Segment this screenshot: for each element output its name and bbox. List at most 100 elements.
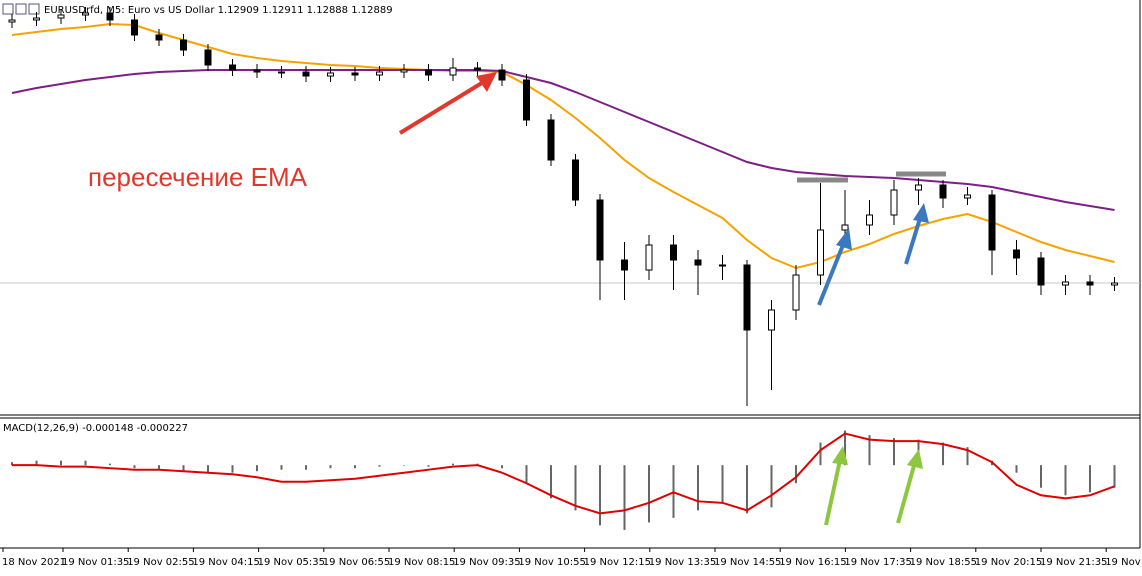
candle-body <box>1086 281 1094 286</box>
macd-bar <box>452 463 454 466</box>
candle-body <box>131 19 138 36</box>
time-label: 19 Nov 04:15 <box>192 557 259 568</box>
macd-bar <box>819 442 822 466</box>
time-label: 19 Nov 16:15 <box>779 557 846 568</box>
macd-bar <box>623 465 626 530</box>
drawings <box>398 72 946 526</box>
candle-body <box>915 184 922 191</box>
candle-body <box>425 69 432 76</box>
candle-body <box>1111 282 1118 286</box>
candle-body <box>204 49 212 66</box>
macd-bar <box>182 465 185 472</box>
candle-body <box>82 12 89 16</box>
time-label: 19 Nov 06:55 <box>323 557 390 568</box>
candle-body <box>743 264 751 331</box>
macd-bar <box>1113 465 1116 488</box>
candle-body <box>596 199 604 261</box>
candle-body <box>572 159 579 201</box>
time-label: 19 Nov 09:35 <box>453 557 520 568</box>
candle-body <box>841 224 849 231</box>
candle-body <box>1037 257 1045 286</box>
icon[interactable] <box>28 3 40 15</box>
time-label: 18 Nov 2021 <box>2 557 66 568</box>
time-label: 19 Nov 18:55 <box>910 557 977 568</box>
macd-bar <box>893 438 895 466</box>
candle-body <box>351 72 359 76</box>
macd-bar <box>158 465 160 470</box>
time-label: 19 Nov 13:35 <box>649 557 716 568</box>
macd-bar <box>1064 465 1067 496</box>
candle-body <box>155 34 163 41</box>
candle-body <box>694 259 702 266</box>
macd-bar <box>109 463 111 466</box>
time-label: 19 Nov 22:55 <box>1105 557 1142 568</box>
candle-body <box>768 309 775 331</box>
macd-bar <box>942 442 944 466</box>
macd-bar <box>844 430 846 466</box>
arrow-head <box>836 228 852 250</box>
icon[interactable] <box>15 3 27 15</box>
macd-bar <box>648 465 650 523</box>
candle-body <box>645 244 653 271</box>
ema-line <box>11 22 1115 270</box>
candle-body <box>621 259 628 271</box>
macd-bar <box>550 465 552 499</box>
macd-label: MACD(12,26,9) -0.000148 -0.000227 <box>3 423 188 434</box>
macd-bar <box>868 435 871 466</box>
candle-body <box>523 79 530 121</box>
signal-line <box>12 432 1115 515</box>
candle-body <box>327 72 334 77</box>
macd-bar <box>746 465 748 514</box>
time-label: 19 Nov 12:15 <box>584 557 651 568</box>
time-label: 19 Nov 10:55 <box>518 557 585 568</box>
macd-bar <box>11 462 13 466</box>
candle-body <box>57 14 65 19</box>
time-label: 19 Nov 20:15 <box>975 557 1042 568</box>
candle-body <box>988 194 996 251</box>
time-label: 19 Nov 14:55 <box>714 557 781 568</box>
candle-body <box>939 184 947 199</box>
icon[interactable] <box>2 3 14 15</box>
candle-body <box>719 264 726 267</box>
macd-bar <box>1040 465 1042 488</box>
time-label: 19 Nov 02:55 <box>127 557 194 568</box>
macd-bar <box>354 465 356 469</box>
candle-body <box>498 69 506 81</box>
candle-body <box>890 189 898 216</box>
macd-bar <box>256 465 258 472</box>
time-label: 19 Nov 08:15 <box>388 557 455 568</box>
macd-bar <box>84 460 87 466</box>
macd-bar <box>207 465 209 473</box>
candle-body <box>8 19 16 23</box>
macd-bar <box>574 465 577 511</box>
candle-body <box>474 67 481 71</box>
candle-body <box>33 17 40 21</box>
candle-body <box>278 71 285 74</box>
candle-body <box>180 39 187 51</box>
candle-body <box>449 67 457 76</box>
macd-bar <box>770 465 773 508</box>
arrow <box>824 459 842 526</box>
annotation: пересечение EMA <box>88 162 308 192</box>
time-label: 19 Nov 17:35 <box>844 557 911 568</box>
arrow-head <box>907 449 923 469</box>
macd-bar <box>35 460 38 466</box>
macd-bar <box>966 447 969 466</box>
candle-body <box>106 12 114 21</box>
candle-body <box>964 194 971 199</box>
candle-body <box>817 229 824 276</box>
arrow <box>904 214 923 265</box>
arrow-head <box>832 446 848 465</box>
arrow-head <box>913 203 929 223</box>
candle-body <box>400 69 408 73</box>
macd-bar <box>329 465 332 469</box>
macd-bar <box>133 465 136 469</box>
macd-bar <box>721 465 724 503</box>
macd-bar <box>599 465 601 526</box>
candle-body <box>302 71 310 77</box>
macd-bar <box>795 465 797 484</box>
arrow <box>817 239 847 306</box>
candle-body <box>1013 249 1020 259</box>
arrow <box>398 76 492 135</box>
